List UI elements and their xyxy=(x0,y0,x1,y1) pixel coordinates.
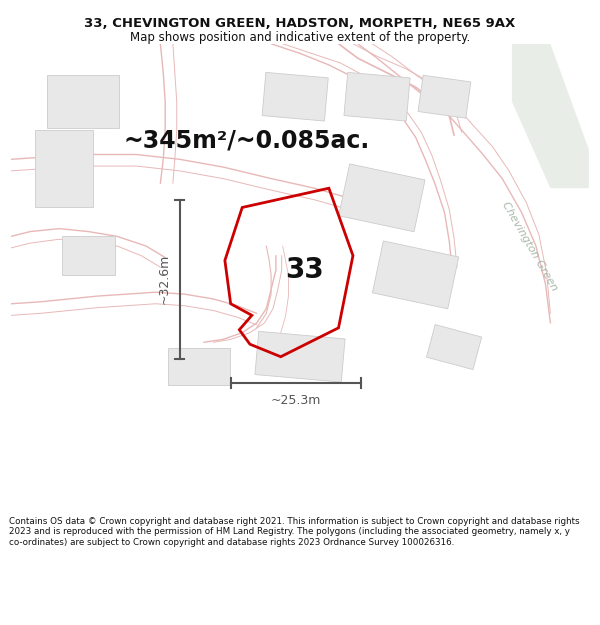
Polygon shape xyxy=(344,72,410,121)
Polygon shape xyxy=(512,44,589,188)
Polygon shape xyxy=(47,75,119,128)
Polygon shape xyxy=(418,75,471,118)
Polygon shape xyxy=(262,72,328,121)
Text: 33: 33 xyxy=(286,256,324,284)
Polygon shape xyxy=(167,348,230,384)
Text: 33, CHEVINGTON GREEN, HADSTON, MORPETH, NE65 9AX: 33, CHEVINGTON GREEN, HADSTON, MORPETH, … xyxy=(85,17,515,29)
Polygon shape xyxy=(427,324,482,369)
Polygon shape xyxy=(338,164,425,232)
Text: Contains OS data © Crown copyright and database right 2021. This information is : Contains OS data © Crown copyright and d… xyxy=(9,517,580,547)
Text: Chevington Green: Chevington Green xyxy=(500,200,559,292)
Polygon shape xyxy=(373,241,459,309)
Text: Map shows position and indicative extent of the property.: Map shows position and indicative extent… xyxy=(130,31,470,44)
Polygon shape xyxy=(255,331,345,382)
Polygon shape xyxy=(35,131,93,208)
Text: ~25.3m: ~25.3m xyxy=(271,394,321,407)
Text: ~32.6m: ~32.6m xyxy=(158,254,171,304)
Text: ~345m²/~0.085ac.: ~345m²/~0.085ac. xyxy=(124,128,370,152)
Polygon shape xyxy=(62,236,115,275)
